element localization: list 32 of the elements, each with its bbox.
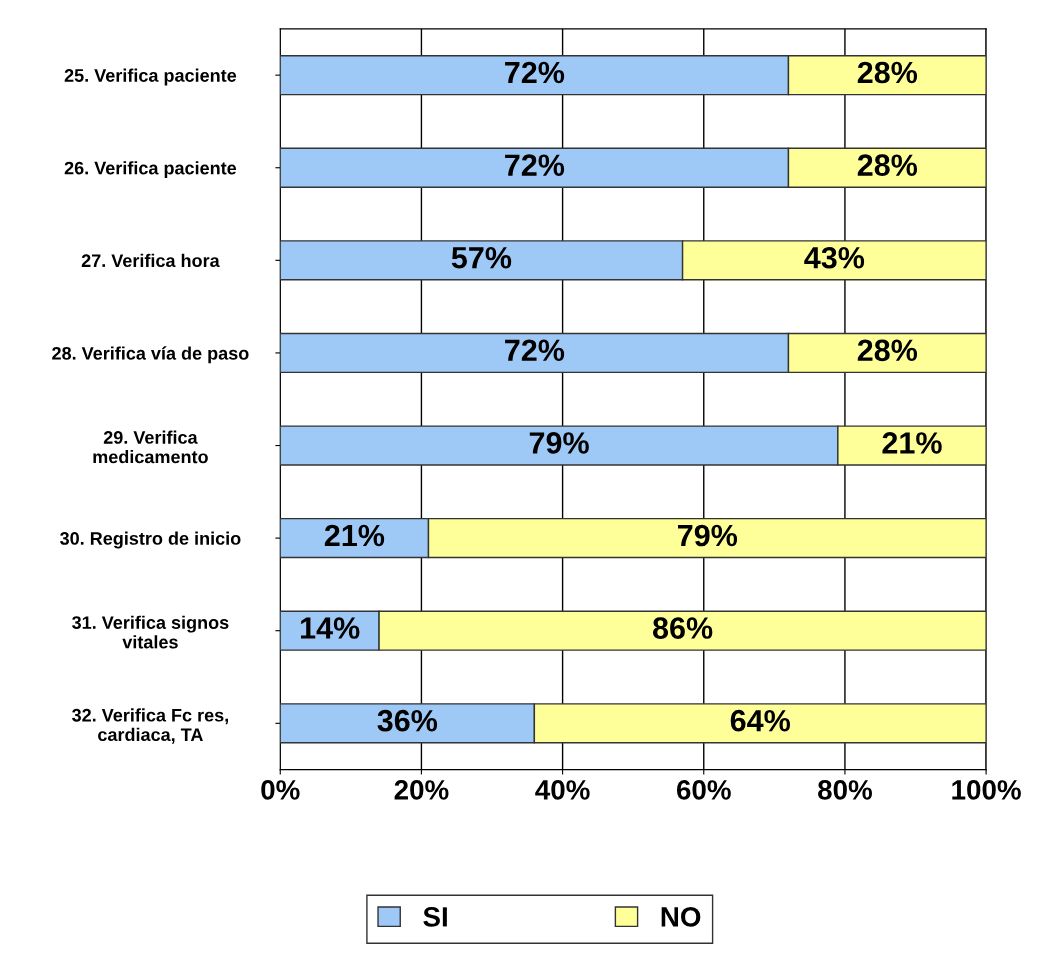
legend-label: SI bbox=[423, 907, 447, 927]
data-label: 72% bbox=[505, 339, 565, 362]
data-label: 28% bbox=[857, 339, 918, 362]
y-tick-label: 32. Verifica Fc res, cardiaca, TA bbox=[72, 708, 228, 744]
x-tick-label: 100% bbox=[952, 780, 1021, 800]
y-tick-label: 31. Verifica signos vitales bbox=[72, 615, 229, 649]
y-tick-label: 29. Verifica medicamento bbox=[93, 430, 208, 464]
data-label: 72% bbox=[505, 61, 565, 84]
data-label: 14% bbox=[301, 617, 360, 639]
data-label: 57% bbox=[451, 246, 512, 269]
x-tick-label: 0% bbox=[261, 780, 300, 800]
x-tick-label: 40% bbox=[535, 780, 590, 800]
data-label: 64% bbox=[730, 709, 791, 732]
y-tick-label: 28. Verifica vía de paso bbox=[52, 346, 249, 364]
data-label: 28% bbox=[857, 154, 918, 176]
x-tick-label: 60% bbox=[676, 780, 731, 800]
data-label: 79% bbox=[529, 432, 589, 454]
data-label: 43% bbox=[804, 246, 865, 269]
data-label: 28% bbox=[857, 61, 918, 84]
data-label: 21% bbox=[324, 524, 385, 547]
data-label: 21% bbox=[882, 432, 942, 454]
data-label: 72% bbox=[505, 154, 565, 176]
y-tick-label: 30. Registro de inicio bbox=[60, 531, 241, 549]
data-label: 36% bbox=[377, 709, 438, 732]
y-tick-label: 25. Verifica paciente bbox=[64, 68, 237, 86]
x-tick-label: 20% bbox=[394, 780, 449, 800]
data-label: 79% bbox=[678, 524, 738, 547]
legend-label: NO bbox=[661, 907, 701, 927]
y-tick-label: 27. Verifica hora bbox=[81, 253, 220, 268]
x-tick-label: 80% bbox=[818, 780, 872, 800]
y-tick-label: 26. Verifica paciente bbox=[64, 161, 237, 179]
data-label: 86% bbox=[652, 617, 713, 639]
